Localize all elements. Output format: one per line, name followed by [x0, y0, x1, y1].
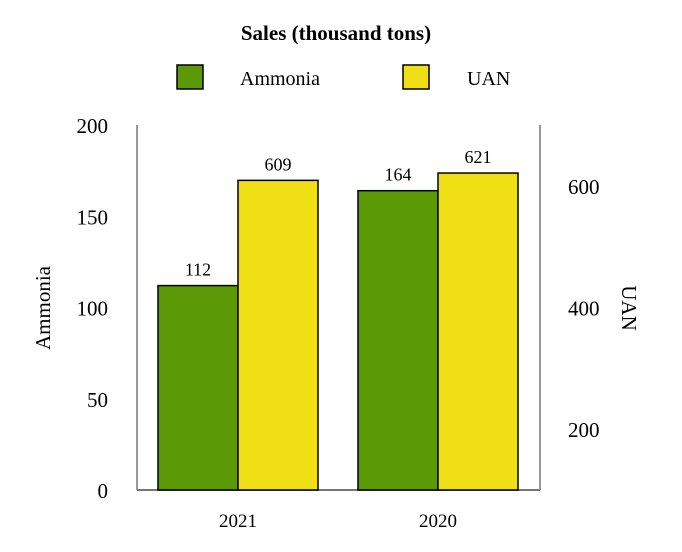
left-axis-ticks: 0 50 100 150 200 — [77, 114, 109, 503]
data-label-ammonia-2020: 164 — [385, 165, 412, 185]
left-tick-label-100: 100 — [77, 297, 109, 321]
chart-title: Sales (thousand tons) — [241, 21, 431, 45]
data-label-uan-2021: 609 — [265, 154, 292, 174]
legend-label-ammonia: Ammonia — [240, 68, 320, 90]
right-axis-title: UAN — [617, 285, 641, 331]
data-labels: 112 609 164 621 — [185, 147, 492, 280]
left-tick-label-200: 200 — [77, 114, 109, 138]
left-tick-label-150: 150 — [77, 205, 109, 229]
legend: Ammonia UAN — [176, 64, 510, 90]
data-label-uan-2020: 621 — [465, 147, 492, 167]
bar-uan-2020 — [437, 172, 519, 491]
bar-ammonia-2021 — [157, 284, 239, 491]
left-tick-label-0: 0 — [98, 479, 109, 503]
right-axis-ticks: 200 400 600 — [568, 175, 600, 442]
right-tick-label-200: 200 — [568, 418, 600, 442]
bars — [157, 172, 519, 491]
bar-ammonia-2020 — [357, 189, 439, 491]
bar-uan-2021 — [237, 179, 319, 491]
data-label-ammonia-2021: 112 — [185, 260, 211, 280]
legend-label-uan: UAN — [467, 68, 510, 90]
left-tick-label-50: 50 — [87, 388, 108, 412]
x-tick-label-2021: 2021 — [219, 511, 257, 532]
legend-swatch-uan — [402, 64, 430, 90]
x-tick-label-2020: 2020 — [419, 511, 457, 532]
right-tick-label-600: 600 — [568, 175, 600, 199]
legend-swatch-ammonia — [176, 64, 204, 90]
left-axis-title: Ammonia — [31, 265, 55, 350]
right-tick-label-400: 400 — [568, 297, 600, 321]
x-axis-ticks: 2021 2020 — [219, 511, 457, 532]
